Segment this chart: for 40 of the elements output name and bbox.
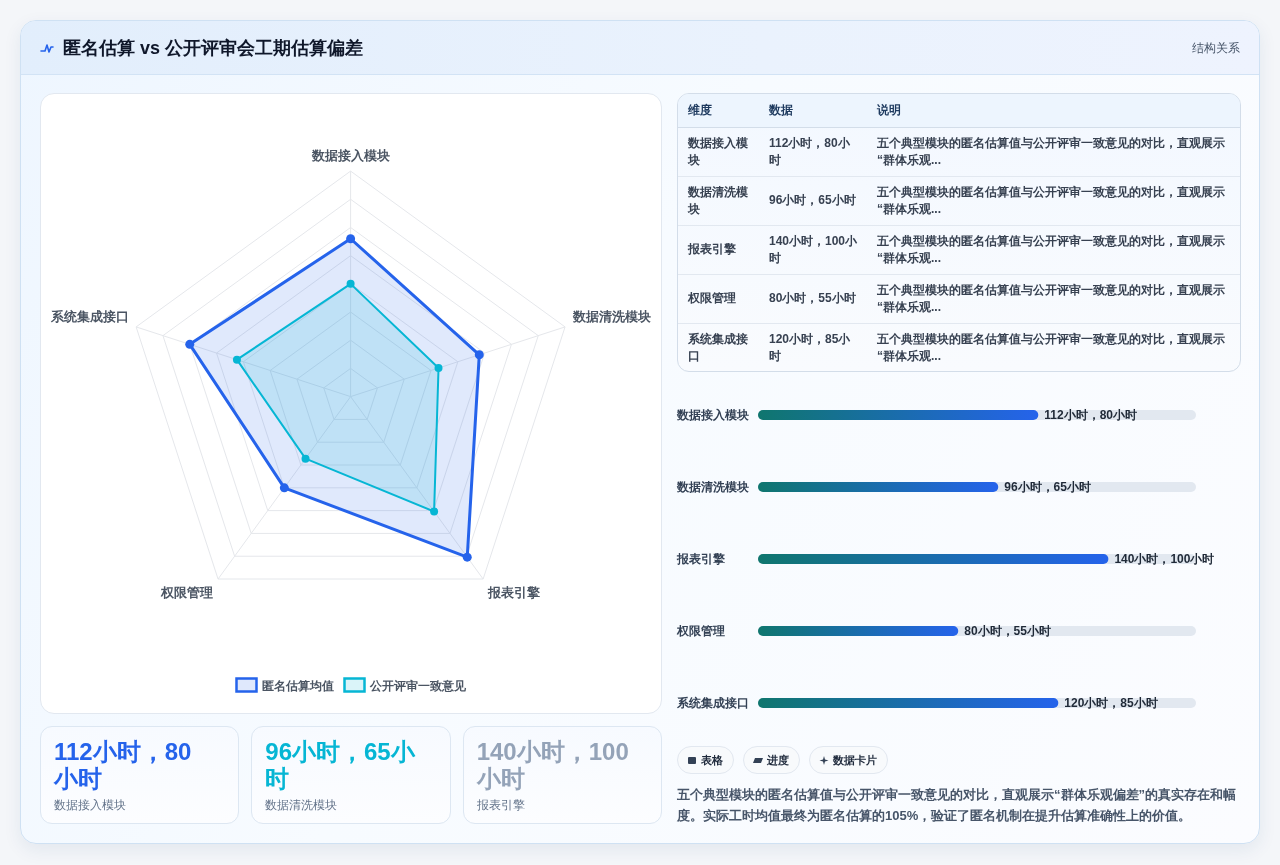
- category-label: 数据清洗模块: [265, 797, 338, 813]
- category-label: 维度: [678, 94, 759, 127]
- text: 五个典型模块的匿名估算值与公开评审一致意见的对比，直观展示“群体乐观...: [877, 331, 1225, 363]
- spoke-label: 权限管理: [160, 584, 214, 600]
- text: 五个典型模块的匿名估算值与公开评审一致意见的对比，直观展示“群体乐观...: [877, 135, 1225, 167]
- text: 五个典型模块的匿名估算值与公开评审一致意见的对比，直观展示“群体乐观...: [877, 184, 1225, 216]
- y-tick-label: 数据清洗模块: [677, 479, 750, 496]
- spoke-label: 数据接入模块: [310, 148, 390, 164]
- data-label: 96小时，65小时: [1004, 479, 1091, 496]
- text: 96小时，65小时: [769, 193, 856, 207]
- text: 140小时，100小时: [476, 738, 629, 792]
- text: 五个典型模块的匿名估算值与公开评审一致意见的对比，直观展示“群体乐观偏差”的真实存在和幅度。实际工时均值最终为匿名估算的105%，验证了匿名机制在提升估算准确性上的价值。: [677, 786, 1237, 825]
- text: 五个典型模块的匿名估算值与公开评审一致意见的对比，直观展示“群体乐观...: [877, 282, 1225, 314]
- data-label: 112小时，80小时: [1044, 407, 1138, 424]
- category-label: 数据: [759, 94, 867, 127]
- text: 120小时，85小时: [769, 331, 851, 363]
- text: 140小时，100小时: [769, 233, 858, 265]
- y-tick-label: 报表引擎: [677, 551, 726, 568]
- spoke-label: 报表引擎: [486, 584, 541, 600]
- text: 五个典型模块的匿名估算值与公开评审一致意见的对比，直观展示“群体乐观...: [877, 233, 1225, 265]
- chip-button: 数据卡片: [809, 746, 888, 774]
- category-label: 数据接入模块: [54, 797, 126, 813]
- text: 匿名估算 vs 公开评审会工期估算偏差: [63, 37, 364, 60]
- text: 结构关系: [1192, 40, 1240, 57]
- legend-label: 公开评审一致意见: [368, 678, 467, 693]
- spoke-label: 系统集成接口: [49, 309, 129, 325]
- y-tick-label: 系统集成接口: [677, 695, 750, 712]
- y-tick-label: 数据接入模块: [677, 407, 750, 424]
- text: 96小时，65小时: [265, 738, 415, 792]
- category-label: 说明: [867, 94, 1240, 127]
- text: 112小时，80小时: [769, 135, 850, 167]
- spoke-label: 数据清洗模块: [571, 309, 651, 325]
- text: 112小时，80小时: [54, 738, 192, 792]
- legend-label: 匿名估算均值: [261, 678, 334, 693]
- text: 80小时，55小时: [769, 291, 856, 305]
- category-label: 报表引擎: [476, 797, 525, 813]
- data-label: 120小时，85小时: [1064, 695, 1158, 712]
- data-label: 140小时，100小时: [1114, 551, 1215, 568]
- y-tick-label: 权限管理: [677, 623, 726, 640]
- data-label: 80小时，55小时: [964, 623, 1051, 640]
